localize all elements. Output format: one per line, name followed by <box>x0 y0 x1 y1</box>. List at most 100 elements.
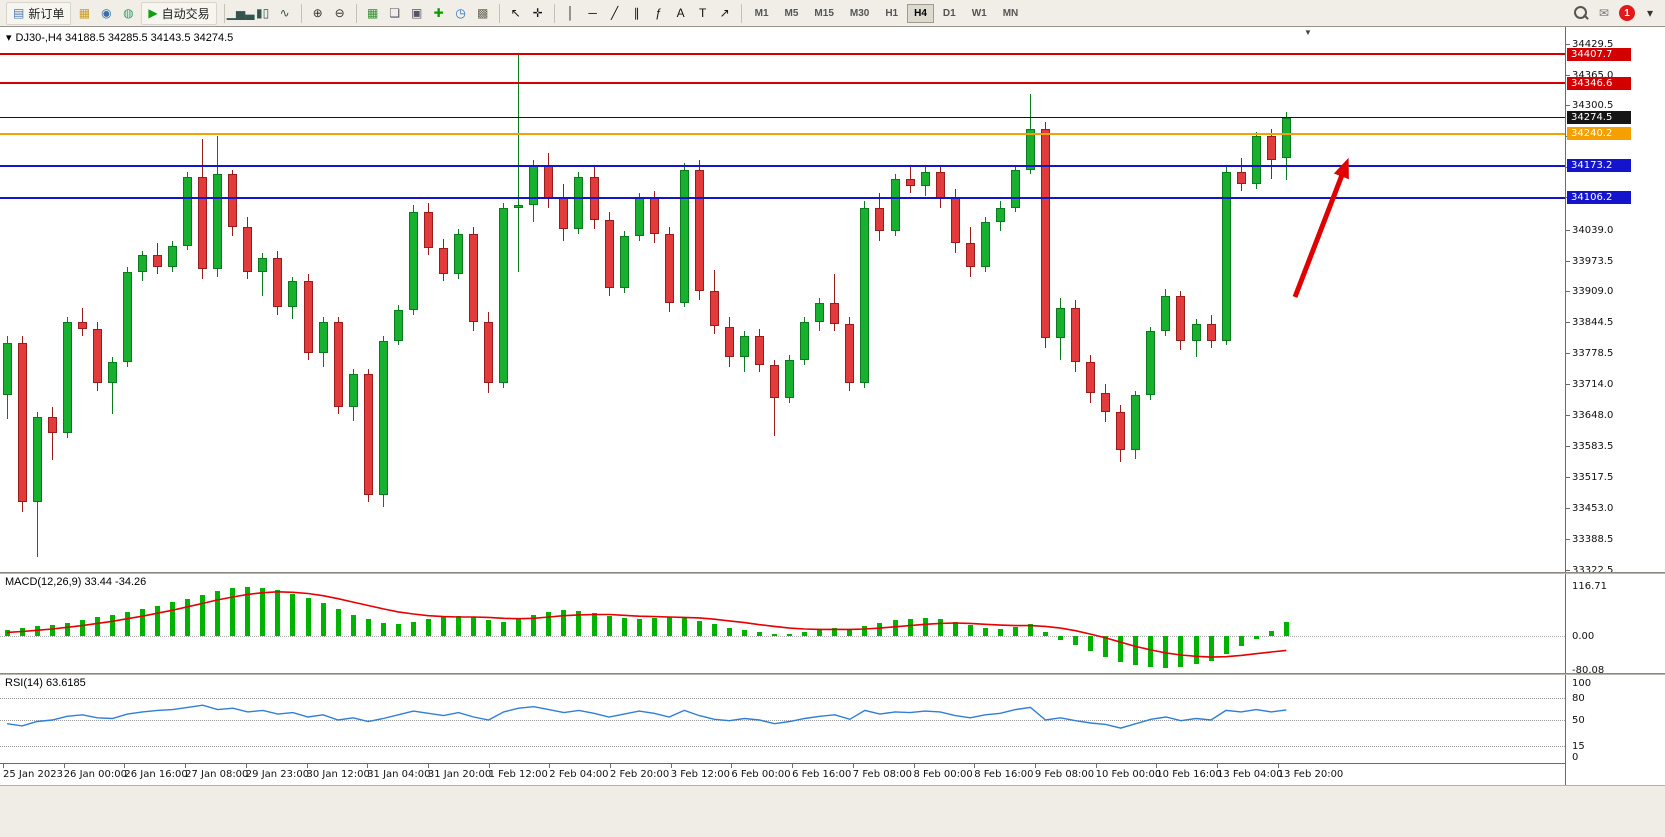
hline-34173.2[interactable] <box>0 164 1565 167</box>
time-label: 27 Jan 08:00 <box>185 769 249 780</box>
price-tickmark <box>1566 570 1570 571</box>
symbol-dropdown-icon[interactable]: ▾ <box>6 32 12 44</box>
macd-histogram-bar <box>230 588 236 636</box>
hline-34106.2[interactable] <box>0 196 1565 199</box>
horizontal-line-icon[interactable]: ─ <box>588 6 597 20</box>
candlestick-chart-icon[interactable]: ▮▯ <box>256 6 270 20</box>
new-order-button[interactable]: ▤ 新订单 <box>6 1 72 25</box>
vertical-line-icon[interactable]: │ <box>566 6 575 20</box>
cascade-windows-icon[interactable]: ❏ <box>389 6 400 20</box>
search-icon[interactable] <box>1572 4 1590 22</box>
candle <box>47 416 57 434</box>
candle-wick <box>909 164 911 194</box>
time-tickmark <box>124 764 126 768</box>
channel-icon[interactable]: ∥ <box>633 6 640 20</box>
hline-34274.5[interactable] <box>0 117 1565 119</box>
time-tickmark <box>670 764 672 768</box>
template-icon[interactable]: ▩ <box>476 6 489 20</box>
macd-histogram-bar <box>94 617 100 636</box>
chart-shift-marker[interactable]: ▼ <box>1304 28 1312 37</box>
macd-histogram-bar <box>892 620 898 636</box>
timeframe-M1[interactable]: M1 <box>754 7 769 19</box>
macd-panel[interactable]: MACD(12,26,9) 33.44 -34.26 <box>0 574 1565 673</box>
time-axis[interactable]: 25 Jan 2023 26 Jan 00:00 26 Jan 16:00 27 Ja… <box>0 763 1565 785</box>
crosshair-icon[interactable]: ✛ <box>532 6 543 20</box>
price-tick: 33453.0 <box>1572 503 1614 514</box>
price-tick: 33973.5 <box>1572 255 1614 267</box>
candle <box>77 321 87 329</box>
price-tickmark <box>1566 508 1570 509</box>
rsi-panel[interactable]: RSI(14) 63.6185 <box>0 675 1565 763</box>
profile-icon[interactable]: ◉ <box>101 6 112 20</box>
timeframe-M30[interactable]: M30 <box>849 7 870 19</box>
tile-windows-icon[interactable]: ▦ <box>366 6 379 20</box>
time-tickmark <box>731 764 733 768</box>
macd-scale-tick: -80.08 <box>1572 665 1605 676</box>
auto-trading-button[interactable]: ▶ 自动交易 <box>141 1 217 25</box>
macd-histogram-bar <box>486 619 492 636</box>
cursor-icon[interactable]: ↖ <box>510 6 521 20</box>
timeframe-W1[interactable]: W1 <box>971 7 987 19</box>
macd-histogram-bar <box>4 629 10 636</box>
rsi-scale-tick: 80 <box>1572 692 1585 704</box>
macd-histogram-bar <box>621 617 627 636</box>
bar-chart-icon[interactable]: ▁▅▃ <box>226 6 255 20</box>
zoom-in-icon[interactable]: ⊕ <box>312 6 323 20</box>
candle-wick <box>51 407 53 460</box>
price-tick: 33778.5 <box>1572 348 1614 360</box>
hline-34407.7[interactable] <box>0 53 1565 56</box>
time-label: 2 Feb 04:00 <box>549 769 609 780</box>
macd-histogram-bar <box>200 594 206 636</box>
notification-badge[interactable]: 1 <box>1619 5 1635 21</box>
price-tickmark <box>1566 260 1570 262</box>
timeframe-MN[interactable]: MN <box>1002 7 1019 19</box>
panel-splitter[interactable] <box>0 572 1665 574</box>
rsi-scale-tick: 15 <box>1572 740 1585 752</box>
candle <box>1176 295 1186 341</box>
market-watch-icon[interactable]: ▦ <box>78 6 91 20</box>
price-tickmark <box>1566 322 1570 323</box>
candle <box>454 233 463 275</box>
text-icon[interactable]: A <box>676 6 685 20</box>
line-chart-icon[interactable]: ∿ <box>279 6 290 20</box>
arrange-windows-icon[interactable]: ▣ <box>410 6 423 20</box>
community-icon[interactable]: ◍ <box>123 6 134 20</box>
time-label: 9 Feb 08:00 <box>1034 769 1095 780</box>
candle <box>318 321 328 353</box>
main-chart-panel[interactable]: ▾ DJ30-,H4 34188.5 34285.5 34143.5 34274… <box>0 27 1565 572</box>
macd-histogram-bar <box>862 626 868 636</box>
timeframe-D1[interactable]: D1 <box>942 7 956 19</box>
macd-histogram-bar <box>275 590 281 636</box>
macd-histogram-bar <box>471 617 477 636</box>
timeframe-M15[interactable]: M15 <box>814 7 834 19</box>
period-cycle-icon[interactable]: ◷ <box>455 6 466 20</box>
timeframe-H1[interactable]: H1 <box>885 7 899 19</box>
macd-scale-tick: 0.00 <box>1572 630 1595 642</box>
shapes-icon[interactable]: ↗ <box>719 6 730 20</box>
time-tickmark <box>3 764 4 768</box>
panel-splitter[interactable] <box>0 673 1665 675</box>
fibonacci-icon[interactable]: ƒ <box>655 6 662 20</box>
price-tick: 33388.5 <box>1572 533 1614 545</box>
macd-histogram-bar <box>19 628 25 636</box>
zoom-out-icon[interactable]: ⊖ <box>334 6 345 20</box>
timeframe-H4[interactable]: H4 <box>907 3 934 23</box>
hline-34346.6[interactable] <box>0 82 1565 85</box>
mail-icon[interactable]: ✉ <box>1598 6 1610 20</box>
toolbar-overflow-icon[interactable]: ▾ <box>1646 6 1654 20</box>
time-label: 29 Jan 23:00 <box>245 769 310 780</box>
add-indicator-icon[interactable]: ✚ <box>433 6 444 20</box>
hline-34240.2[interactable] <box>0 132 1565 135</box>
price-tick: 33583.5 <box>1572 441 1614 452</box>
candle <box>393 309 403 341</box>
time-label: 13 Feb 20:00 <box>1277 769 1344 780</box>
candle <box>258 257 268 272</box>
macd-histogram-bar <box>681 618 687 636</box>
timeframe-M5[interactable]: M5 <box>784 7 799 19</box>
label-icon[interactable]: T <box>698 6 707 20</box>
trendline-icon[interactable]: ╱ <box>610 6 619 20</box>
price-axis[interactable]: 34429.534365.034300.534236.034171.534107… <box>1565 27 1665 785</box>
candle <box>1221 172 1231 341</box>
candle <box>920 172 930 187</box>
